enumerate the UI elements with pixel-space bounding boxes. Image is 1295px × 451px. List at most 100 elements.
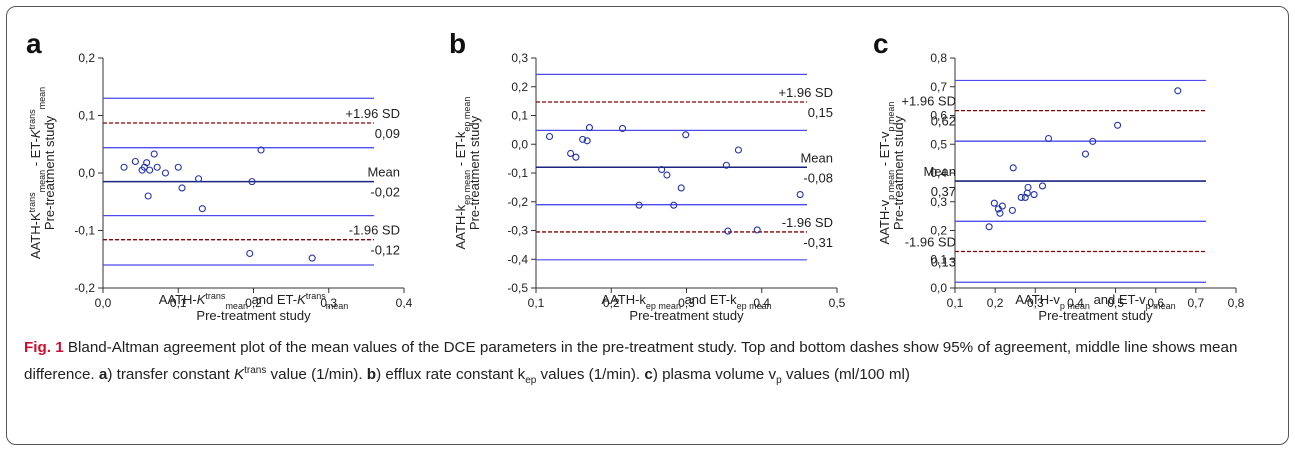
y-tick-label: -0,1 bbox=[74, 224, 95, 238]
upper-limit-value: 0,15 bbox=[808, 105, 833, 120]
caption-ktrans-sup: trans bbox=[244, 365, 267, 376]
x-tick-label: 0,0 bbox=[95, 296, 112, 310]
data-point bbox=[153, 163, 161, 171]
data-point bbox=[1017, 193, 1025, 201]
data-point bbox=[663, 171, 671, 179]
data-point bbox=[579, 135, 587, 143]
lower-limit-value: -0,12 bbox=[370, 243, 400, 258]
y-axis-label: AATH-Ktransmean - ET-Ktransmean bbox=[27, 87, 47, 259]
y-axis-label-part: - ET-v bbox=[877, 131, 892, 170]
y-tick-label: 0,1 bbox=[511, 109, 528, 123]
x-tick-label: 0,1 bbox=[170, 296, 187, 310]
data-point bbox=[257, 146, 265, 154]
data-point bbox=[734, 146, 742, 154]
mean-value: 0,37 bbox=[931, 184, 956, 199]
y-tick-label: -0,5 bbox=[507, 281, 528, 295]
data-point bbox=[1114, 121, 1122, 129]
mean-label: Mean bbox=[800, 150, 833, 165]
upper-limit-label: +1.96 SD bbox=[778, 85, 833, 100]
x-tick-label: 0,4 bbox=[396, 296, 413, 310]
x-tick-label: 0,5 bbox=[829, 296, 846, 310]
y-axis-label-part: - ET- bbox=[28, 138, 43, 170]
x-tick-label: 0,3 bbox=[320, 296, 337, 310]
y-tick-label: 0,3 bbox=[930, 195, 947, 209]
x-tick-label: 0,3 bbox=[678, 296, 695, 310]
y-tick-label: 0,7 bbox=[930, 80, 947, 94]
x-tick-label: 0,2 bbox=[245, 296, 262, 310]
x-axis-label-part: and ET-k bbox=[681, 292, 737, 307]
y-axis-label-part: ep mean bbox=[462, 97, 472, 132]
data-point bbox=[985, 223, 993, 231]
x-axis-label-part: p mean bbox=[1146, 301, 1176, 311]
x-axis-label-2: Pre-treatment study bbox=[1038, 308, 1153, 323]
y-tick-label: 0,5 bbox=[930, 137, 947, 151]
data-point bbox=[1081, 150, 1090, 158]
y-tick-label: -0,1 bbox=[507, 166, 528, 180]
y-axis-label-2: Pre-treatment study bbox=[42, 115, 57, 230]
y-axis-label-part: K bbox=[28, 128, 43, 138]
data-point bbox=[246, 249, 254, 258]
caption-text-7: values (ml/100 ml) bbox=[781, 366, 910, 384]
y-axis-label-part: AATH-K bbox=[28, 212, 43, 259]
data-point bbox=[1089, 137, 1097, 145]
y-tick-label: -0,3 bbox=[507, 224, 528, 238]
data-point bbox=[146, 166, 154, 174]
lower-limit-value: 0,13 bbox=[931, 254, 956, 269]
data-point bbox=[308, 254, 316, 262]
data-point bbox=[682, 131, 690, 139]
caption-text-1: Bland-Altman agreement plot of the mean … bbox=[24, 339, 1238, 384]
x-axis-label-part: and ET- bbox=[248, 292, 297, 307]
x-tick-label: 0,2 bbox=[603, 296, 620, 310]
caption-b: b bbox=[366, 366, 377, 384]
x-tick-label: 0,4 bbox=[1067, 296, 1084, 310]
y-axis-label-part: trans bbox=[27, 192, 37, 213]
data-point bbox=[677, 184, 685, 192]
data-point bbox=[567, 149, 575, 157]
caption-text-6: ) plasma volume v bbox=[652, 366, 777, 384]
panel-letter-b: b bbox=[449, 28, 467, 59]
y-axis-label-part: ep mean bbox=[462, 170, 472, 205]
caption-kep-sub: ep bbox=[525, 375, 537, 387]
y-tick-label: 0,0 bbox=[511, 137, 528, 151]
lower-limit-label: -1.96 SD bbox=[349, 223, 400, 238]
y-tick-label: -0,2 bbox=[507, 195, 528, 209]
x-axis-label: AATH-Ktransmean and ET-Ktransmean bbox=[159, 291, 349, 311]
x-axis-label-part: ep mean bbox=[646, 301, 681, 311]
y-tick-label: 0,0 bbox=[930, 281, 947, 295]
x-axis-label-part: mean bbox=[326, 301, 349, 311]
data-point bbox=[248, 178, 256, 186]
data-point bbox=[1174, 87, 1182, 95]
y-axis-label-part: p mean bbox=[886, 170, 896, 200]
caption-text-2: ) transfer constant bbox=[107, 366, 234, 384]
panel-letter-a: a bbox=[26, 28, 42, 59]
data-point bbox=[150, 150, 158, 158]
mean-label: Mean bbox=[367, 165, 400, 180]
y-tick-label: 0,2 bbox=[511, 80, 528, 94]
data-point bbox=[545, 132, 554, 141]
caption-text-4: ) efflux rate constant k bbox=[376, 366, 526, 384]
x-axis-label-part: and ET-v bbox=[1090, 292, 1146, 307]
figure-frame bbox=[6, 6, 1289, 445]
y-tick-label: 0,8 bbox=[930, 51, 947, 65]
x-axis-label: AATH-kep mean and ET-kep mean bbox=[601, 292, 771, 311]
x-tick-label: 0,5 bbox=[1107, 296, 1124, 310]
y-axis-label-part: trans bbox=[27, 109, 37, 130]
upper-limit-label: +1.96 SD bbox=[901, 94, 956, 109]
x-tick-label: 0,1 bbox=[947, 296, 964, 310]
x-axis-label-part: AATH-v bbox=[1015, 292, 1060, 307]
x-axis-label-part: AATH-k bbox=[601, 292, 646, 307]
y-tick-label: 0,1 bbox=[930, 252, 947, 266]
x-axis-label: AATH-vp mean and ET-vp mean bbox=[1015, 292, 1175, 311]
data-point bbox=[1030, 191, 1038, 199]
y-axis-label-part: AATH-v bbox=[877, 199, 892, 244]
x-tick-label: 0,3 bbox=[1027, 296, 1044, 310]
x-axis-label-part: mean bbox=[225, 301, 248, 311]
data-point bbox=[131, 157, 139, 166]
caption-c: c bbox=[644, 366, 653, 384]
data-point bbox=[724, 227, 732, 235]
data-point bbox=[143, 159, 151, 167]
upper-limit-value: 0,62 bbox=[931, 114, 956, 129]
x-tick-label: 0,6 bbox=[1147, 296, 1164, 310]
data-point bbox=[1024, 183, 1032, 191]
